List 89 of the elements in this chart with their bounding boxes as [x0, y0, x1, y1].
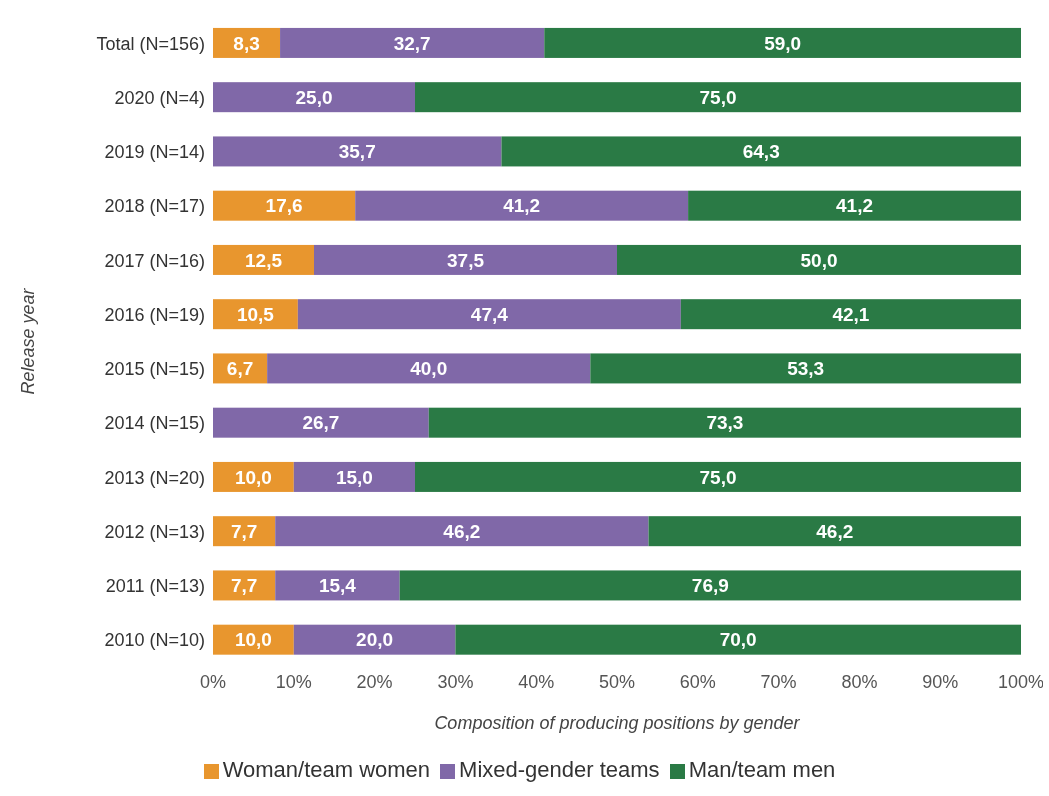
data-label: 41,2: [836, 195, 874, 217]
legend-label: Man/team men: [688, 757, 836, 782]
bar: [280, 27, 545, 58]
data-label: 75,0: [699, 86, 737, 108]
x-tick-label: 70%: [760, 671, 797, 692]
bar: [213, 516, 276, 547]
data-label: 41,2: [503, 195, 541, 217]
y-tick-label: 2019 (N=14): [104, 142, 205, 163]
data-label: 12,5: [245, 249, 283, 271]
data-label: 64,3: [742, 141, 780, 163]
data-label: 7,7: [230, 575, 258, 597]
data-label: 75,0: [699, 466, 737, 488]
legend-label: Mixed-gender teams: [459, 757, 660, 782]
bar: [213, 136, 502, 167]
y-tick-label: 2016 (N=19): [104, 304, 205, 325]
legend-label: Woman/team women: [222, 757, 431, 782]
data-label: 42,1: [832, 303, 870, 325]
data-label: 7,7: [230, 520, 258, 542]
bar: [297, 299, 681, 330]
data-label: 59,0: [764, 32, 802, 54]
bar: [680, 299, 1021, 330]
bar: [415, 82, 1021, 113]
data-label: 15,4: [318, 575, 357, 597]
y-tick-label: Total (N=156): [96, 33, 205, 54]
bar: [213, 82, 415, 113]
data-label: 10,0: [234, 629, 272, 651]
data-label: 70,0: [719, 629, 757, 651]
data-label: 20,0: [356, 629, 394, 651]
x-tick-label: 90%: [922, 671, 959, 692]
data-label: 32,7: [393, 32, 431, 54]
bar: [415, 461, 1021, 492]
data-label: 10,0: [234, 466, 272, 488]
bar: [213, 244, 314, 275]
y-tick-label: 2012 (N=13): [104, 521, 205, 542]
data-label: 46,2: [443, 520, 481, 542]
bar: [314, 244, 617, 275]
x-axis-title: Composition of producing positions by gender: [434, 713, 801, 733]
data-label: 46,2: [816, 520, 854, 542]
bar: [590, 353, 1021, 384]
x-tick-label: 20%: [356, 671, 393, 692]
bar: [267, 353, 591, 384]
bar: [293, 461, 415, 492]
y-tick-label: 2014 (N=15): [104, 413, 205, 434]
bar: [399, 570, 1021, 601]
x-tick-label: 50%: [598, 671, 636, 692]
x-tick-label: 100%: [997, 671, 1045, 692]
data-label: 26,7: [302, 412, 340, 434]
bar: [501, 136, 1021, 167]
x-tick-label: 40%: [518, 671, 555, 692]
data-label: 15,0: [335, 466, 373, 488]
bar: [213, 190, 356, 221]
x-tick-label: 30%: [437, 671, 474, 692]
bar: [688, 190, 1021, 221]
bar: [617, 244, 1021, 275]
data-label: 6,7: [226, 358, 254, 380]
y-tick-label: 2020 (N=4): [114, 87, 205, 108]
y-tick-label: 2010 (N=10): [104, 630, 205, 651]
data-label: 37,5: [447, 249, 485, 271]
bar: [293, 624, 456, 655]
bar: [648, 516, 1021, 547]
bar: [544, 27, 1021, 58]
data-label: 40,0: [410, 358, 448, 380]
bar: [428, 407, 1021, 438]
data-label: 25,0: [295, 86, 333, 108]
data-label: 53,3: [787, 358, 825, 380]
data-label: 8,3: [233, 32, 260, 54]
bar: [455, 624, 1021, 655]
data-label: 10,5: [236, 303, 275, 325]
y-tick-label: 2018 (N=17): [104, 196, 205, 217]
bar: [213, 407, 429, 438]
x-tick-label: 60%: [679, 671, 716, 692]
bar: [355, 190, 689, 221]
data-label: 47,4: [470, 303, 509, 325]
y-tick-label: 2017 (N=16): [104, 250, 205, 271]
bar: [213, 570, 276, 601]
data-label: 50,0: [800, 249, 838, 271]
y-tick-label: 2011 (N=13): [105, 576, 205, 597]
bar: [275, 516, 649, 547]
data-label: 17,6: [265, 195, 303, 217]
y-tick-label: 2015 (N=15): [104, 359, 205, 380]
bar: [275, 570, 400, 601]
y-axis-title: Release year: [18, 287, 39, 395]
data-label: 76,9: [691, 575, 729, 597]
data-label: 35,7: [338, 141, 376, 163]
data-label: 73,3: [706, 412, 744, 434]
x-tick-label: 80%: [841, 671, 878, 692]
x-tick-label: 0%: [199, 671, 227, 692]
x-tick-label: 10%: [275, 671, 312, 692]
y-tick-label: 2013 (N=20): [104, 467, 205, 488]
